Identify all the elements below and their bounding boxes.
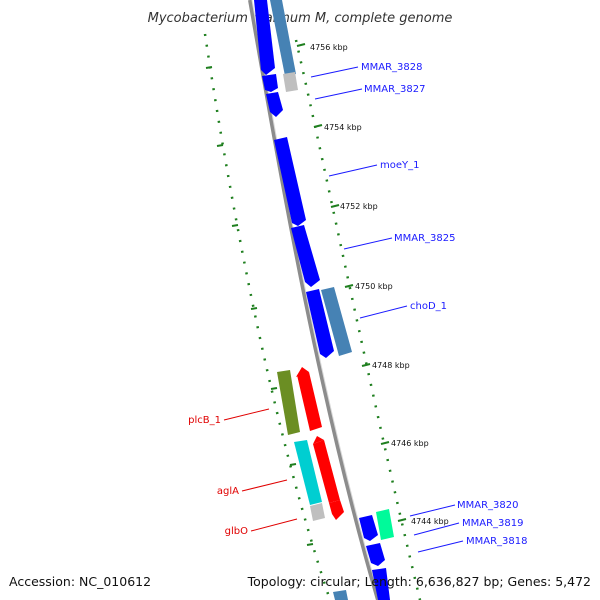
kbp-label: 4746 kbp: [391, 439, 429, 448]
forward-strand-genes: [270, 0, 394, 540]
gene-feature: [333, 590, 348, 600]
gene-feature: [254, 0, 275, 75]
gene-feature: [291, 225, 320, 287]
kbp-label: 4756 kbp: [310, 43, 348, 52]
gene-label: glbO: [225, 526, 248, 537]
gene-label: moeY_1: [380, 160, 419, 171]
map-title: Mycobacterium marinum M, complete genome: [148, 11, 453, 26]
accession-text: Accession: NC_010612: [9, 574, 151, 589]
major-ticks: [296, 43, 407, 522]
gene-feature: [313, 440, 340, 503]
gene-feature: [310, 503, 325, 521]
gene-label: MMAR_3825: [394, 233, 456, 244]
gene-label: choD_1: [410, 301, 447, 312]
outer-guide-ticks: [205, 66, 314, 546]
gene-feature: [313, 436, 324, 444]
gene-feature: [283, 72, 298, 92]
gene-label: MMAR_3819: [462, 518, 524, 529]
gene-label: MMAR_3820: [457, 500, 519, 511]
genome-summary: Topology: circular; Length: 6,636,827 bp…: [247, 574, 591, 589]
gene-feature: [376, 509, 394, 540]
gene-label: aglA: [217, 486, 239, 497]
gene-feature: [329, 500, 344, 520]
gene-feature: [277, 370, 300, 435]
gene-feature: [262, 74, 278, 92]
tick-track: [294, 39, 422, 600]
gene-feature: [297, 372, 322, 431]
gene-feature: [296, 367, 309, 377]
kbp-label: 4750 kbp: [355, 282, 393, 291]
reverse-strand-genes: [254, 0, 390, 600]
gene-labels: MMAR_3828 MMAR_3827 moeY_1 MMAR_3825 cho…: [188, 62, 527, 547]
gene-label: plcB_1: [188, 415, 221, 426]
gene-feature: [274, 137, 306, 226]
gene-feature: [306, 289, 334, 358]
gene-feature: [372, 568, 390, 600]
gene-feature: [266, 92, 283, 117]
gene-feature: [270, 0, 296, 76]
label-leaders: [223, 66, 464, 553]
gene-feature: [366, 543, 385, 566]
kbp-labels: 4756 kbp 4754 kbp 4752 kbp 4750 kbp 4748…: [310, 43, 449, 526]
gene-label: MMAR_3827: [364, 84, 426, 95]
kbp-label: 4754 kbp: [324, 123, 362, 132]
gene-feature: [359, 515, 378, 541]
gene-feature: [321, 287, 352, 356]
gene-label: MMAR_3828: [361, 62, 423, 73]
gene-label: MMAR_3818: [466, 536, 528, 547]
kbp-label: 4752 kbp: [340, 202, 378, 211]
kbp-label: 4744 kbp: [411, 517, 449, 526]
kbp-label: 4748 kbp: [372, 361, 410, 370]
gene-feature: [294, 440, 322, 505]
